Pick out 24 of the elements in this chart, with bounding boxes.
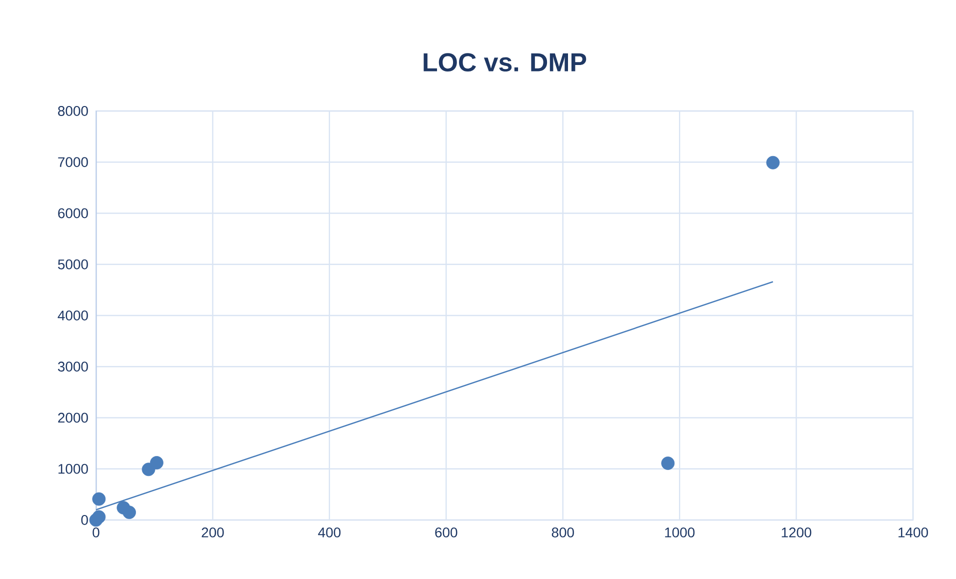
- x-tick-label: 1200: [782, 528, 812, 538]
- x-tick-label: 0: [92, 528, 100, 538]
- y-tick-label: 1000: [58, 464, 88, 474]
- chart-title: LOC vs. DMP: [424, 53, 586, 72]
- point: [661, 456, 675, 470]
- point: [92, 492, 106, 506]
- y-tick-label: 0: [81, 515, 88, 525]
- point: [92, 510, 106, 524]
- y-tick-label: 8000: [58, 106, 88, 116]
- y-tick-label: 5000: [58, 259, 88, 270]
- y-tick-label: 2000: [58, 412, 88, 423]
- y-tick-label: 4000: [58, 310, 88, 320]
- y-tick-label: 6000: [58, 208, 88, 218]
- point: [122, 506, 136, 520]
- x-tick-label: 800: [552, 528, 574, 538]
- point: [150, 456, 164, 470]
- x-tick-label: 600: [435, 528, 458, 538]
- y-tick-label: 7000: [58, 157, 88, 168]
- x-tick-label: 200: [202, 528, 224, 538]
- y-tick-label: 3000: [58, 362, 88, 372]
- x-tick-label: 400: [318, 528, 341, 538]
- x-tick-label: 1400: [898, 528, 928, 538]
- point: [766, 156, 780, 170]
- x-tick-label: 1000: [665, 528, 695, 538]
